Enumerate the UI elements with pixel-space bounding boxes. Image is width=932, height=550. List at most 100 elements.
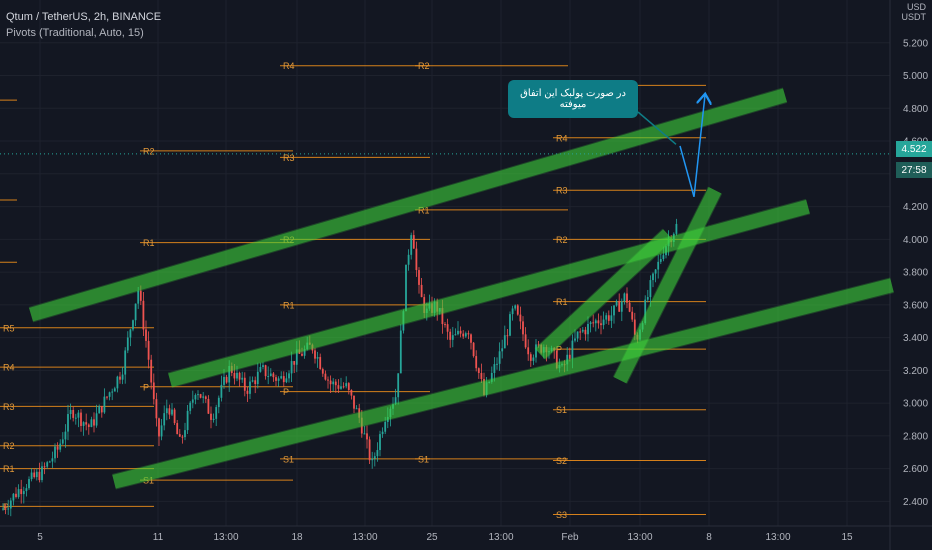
candle-body: [594, 320, 597, 324]
candle-body: [410, 235, 413, 255]
pivot-label: P: [556, 345, 562, 355]
channel-outline: [28, 87, 788, 323]
candle-body: [87, 424, 90, 427]
candle-body: [293, 361, 296, 365]
x-tick-label: 25: [426, 532, 438, 543]
candle-body: [319, 357, 322, 370]
candle-body: [230, 365, 233, 373]
pivot-label: S1: [143, 476, 154, 486]
pivot-label: R1: [556, 297, 568, 307]
candle-body: [550, 347, 553, 352]
candle-body: [334, 381, 337, 386]
y-tick-label: 4.000: [903, 235, 928, 246]
candle-body: [20, 489, 23, 495]
y-tick-label: 2.800: [903, 431, 928, 442]
candle-body: [241, 377, 244, 380]
candle-body: [308, 342, 311, 345]
candle-body: [389, 408, 392, 418]
candle-body: [399, 330, 402, 374]
candle-body: [173, 409, 176, 424]
pivot-label: R4: [283, 61, 295, 71]
candle-body: [215, 407, 218, 419]
candle-body: [623, 293, 626, 302]
annotation-callout[interactable]: در صورت پولبک این اتفاق میوفته: [508, 80, 638, 118]
candle-body: [519, 314, 522, 322]
candle-body: [566, 354, 569, 365]
candle-body: [41, 466, 43, 481]
candle-body: [373, 456, 376, 459]
candle-body: [641, 323, 644, 330]
pivot-label: R2: [143, 146, 155, 156]
candle-body: [451, 335, 454, 340]
candle-body: [301, 353, 303, 356]
channel-outline: [112, 277, 894, 490]
candle-body: [56, 446, 59, 450]
symbol-title[interactable]: Qtum / TetherUS, 2h, BINANCE: [6, 11, 162, 23]
candle-body: [436, 301, 439, 312]
x-tick-label: 13:00: [627, 532, 652, 543]
candle-body: [82, 422, 85, 426]
candle-body: [275, 377, 277, 381]
candle-body: [93, 419, 95, 426]
pivot-label: R4: [556, 133, 568, 143]
pivot-label: R3: [3, 402, 15, 412]
candle-body: [355, 408, 358, 410]
projection-arrow: [693, 95, 705, 197]
candle-body: [337, 385, 340, 389]
candle-body: [532, 357, 535, 361]
candle-body: [155, 399, 158, 419]
pivot-label: R1: [418, 205, 430, 215]
candle-body: [168, 408, 171, 415]
pivot-label: R2: [3, 441, 15, 451]
candle-body: [264, 365, 267, 377]
candle-body: [475, 356, 478, 369]
candle-body: [644, 299, 647, 324]
candle-body: [150, 359, 153, 383]
indicator-title[interactable]: Pivots (Traditional, Auto, 15): [6, 27, 144, 39]
candle-body: [4, 508, 7, 510]
candle-body: [628, 302, 631, 312]
candle-body: [210, 413, 212, 420]
candle-body: [675, 223, 678, 234]
candle-body: [48, 461, 51, 463]
candle-body: [527, 347, 530, 355]
candle-body: [342, 386, 345, 388]
candle-body: [418, 270, 420, 285]
candle-body: [207, 398, 210, 414]
candle-body: [254, 380, 257, 385]
candle-body: [9, 500, 12, 509]
x-tick-label: 8: [706, 532, 712, 543]
candle-body: [639, 329, 641, 340]
last-price-tag: 4.522: [896, 141, 932, 157]
candle-body: [433, 301, 436, 313]
candle-body: [584, 329, 587, 335]
candle-body: [35, 471, 38, 478]
candle-body: [665, 246, 667, 256]
candle-body: [184, 430, 186, 438]
candle-body: [132, 320, 134, 330]
candle-body: [498, 351, 501, 364]
candle-body: [67, 414, 69, 432]
candle-body: [119, 376, 121, 380]
candle-body: [420, 284, 423, 298]
candle-body: [488, 381, 491, 383]
candle-body: [431, 303, 433, 313]
candle-body: [646, 297, 649, 300]
candle-body: [555, 350, 558, 369]
candle-body: [30, 472, 33, 480]
candle-body: [490, 372, 493, 382]
candle-body: [220, 384, 223, 398]
y-tick-label: 3.000: [903, 399, 928, 410]
candle-body: [631, 311, 634, 320]
candle-body: [43, 466, 46, 468]
pivot-label: R1: [143, 238, 155, 248]
candle-body: [360, 417, 363, 434]
candle-body: [407, 254, 410, 265]
candle-body: [405, 264, 407, 312]
candle-body: [592, 322, 595, 324]
candle-body: [347, 383, 350, 390]
channel-outline: [534, 228, 674, 360]
candle-body: [95, 413, 98, 426]
